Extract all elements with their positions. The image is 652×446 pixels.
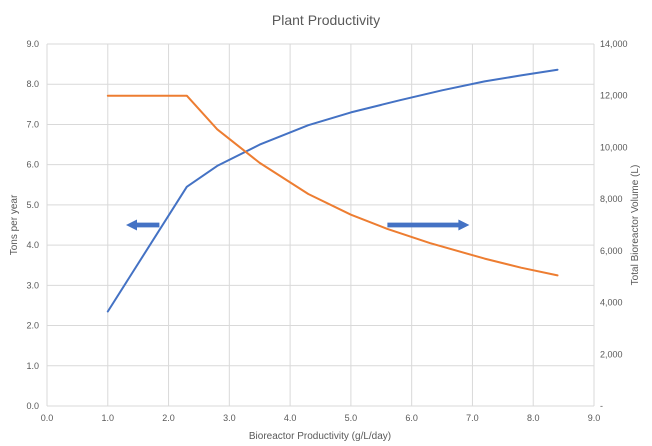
y2-tick-label: 14,000 xyxy=(600,39,628,49)
tick-labels: 0.0 1.0 2.0 3.0 4.0 5.0 6.0 7.0 8.0 9.0 0.0 1.0 2.0 3… xyxy=(26,39,627,423)
y2-tick-label: 12,000 xyxy=(600,91,628,101)
y-axis-title: Tons per year xyxy=(9,194,20,255)
y-tick-label: 9.0 xyxy=(26,39,39,49)
y2-axis-title: Total Bioreactor Volume (L) xyxy=(630,165,641,286)
y-tick-label: 4.0 xyxy=(26,240,39,250)
y-tick-label: 0.0 xyxy=(26,401,39,411)
x-tick-label: 8.0 xyxy=(527,413,540,423)
bioreactor-volume-line xyxy=(106,94,559,277)
y2-tick-label: 4,000 xyxy=(600,298,623,308)
x-tick-label: 2.0 xyxy=(162,413,175,423)
y-tick-label: 1.0 xyxy=(26,361,39,371)
x-axis-title: Bioreactor Productivity (g/L/day) xyxy=(249,431,391,441)
y2-tick-label: 6,000 xyxy=(600,246,623,256)
x-tick-label: 9.0 xyxy=(588,413,601,423)
x-tick-label: 4.0 xyxy=(284,413,297,423)
x-tick-label: 5.0 xyxy=(345,413,358,423)
y-tick-label: 6.0 xyxy=(26,160,39,170)
annotations xyxy=(126,219,470,231)
left-arrow-icon xyxy=(126,219,160,231)
x-tick-label: 7.0 xyxy=(466,413,479,423)
chart-title: Plant Productivity xyxy=(272,12,380,28)
series-lines xyxy=(106,68,559,313)
x-tick-label: 3.0 xyxy=(223,413,236,423)
y-tick-label: 3.0 xyxy=(26,280,39,290)
x-tick-label: 0.0 xyxy=(41,413,54,423)
y-tick-label: 7.0 xyxy=(26,119,39,129)
y-tick-label: 8.0 xyxy=(26,79,39,89)
y2-tick-label: 2,000 xyxy=(600,349,623,359)
y-tick-label: 2.0 xyxy=(26,321,39,331)
tons-per-year-line xyxy=(106,68,559,313)
y2-tick-label: - xyxy=(600,401,603,411)
y2-tick-label: 8,000 xyxy=(600,194,623,204)
right-arrow-icon xyxy=(387,219,470,231)
gridlines xyxy=(46,43,595,407)
y2-tick-label: 10,000 xyxy=(600,142,628,152)
y-tick-label: 5.0 xyxy=(26,200,39,210)
x-tick-label: 1.0 xyxy=(102,413,115,423)
x-tick-label: 6.0 xyxy=(405,413,418,423)
